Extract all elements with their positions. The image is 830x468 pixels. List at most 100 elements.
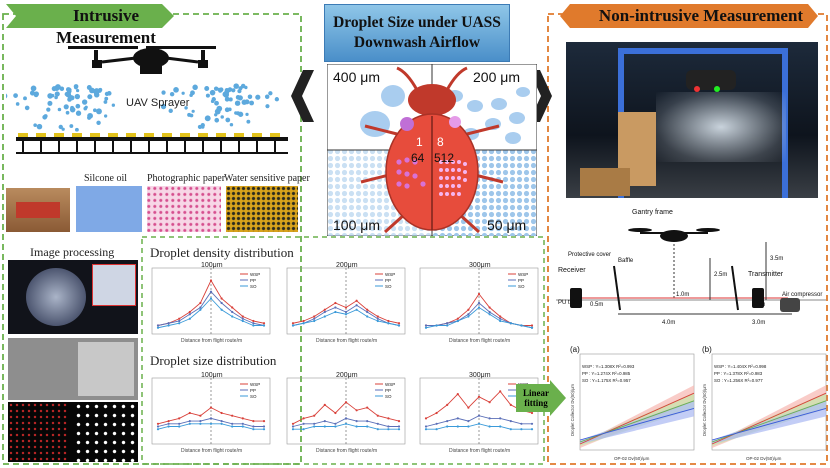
- series-point: [456, 393, 459, 396]
- series-point: [334, 301, 337, 305]
- series-point: [178, 425, 181, 428]
- series-point: [323, 425, 326, 428]
- card-label-wsp: Water sensitive paper: [224, 173, 310, 184]
- series-point: [302, 322, 305, 325]
- spray-droplet: [24, 105, 30, 111]
- series-point: [376, 315, 379, 318]
- series-point: [376, 422, 379, 425]
- series-point: [291, 428, 295, 431]
- fit-line: [579, 407, 695, 441]
- series-point: [376, 317, 379, 320]
- regression-panel-2: (b) WSP : Y=1.404X R²=0.998 PP : Y=1.378X …: [702, 345, 827, 461]
- spray-droplet: [87, 94, 93, 100]
- fit-equation: WSP : Y=1.308X R²=0.993: [582, 364, 635, 369]
- receiver-label: Receiver: [558, 267, 586, 274]
- series-point: [291, 322, 295, 325]
- spray-droplet: [43, 114, 48, 119]
- series-point: [488, 417, 491, 420]
- count-8: 8: [437, 135, 444, 149]
- series-point: [424, 417, 428, 420]
- regression-ylabel: Droplet Collector Dv(50)/μm: [702, 384, 707, 436]
- series-point: [397, 425, 401, 428]
- series-point: [167, 324, 170, 327]
- series-point: [530, 422, 534, 425]
- panel-label: 300μm: [469, 262, 491, 269]
- petri-dish-image: [8, 260, 138, 334]
- series-point: [488, 306, 491, 309]
- fit-equation: SO : Y=1.175X R²=0.957: [582, 378, 631, 383]
- series-point: [220, 297, 223, 300]
- series-point: [188, 317, 191, 320]
- series-point: [302, 319, 305, 323]
- series-point: [291, 324, 295, 327]
- spray-droplet: [224, 107, 230, 113]
- collector-photo: [6, 188, 70, 232]
- series-point: [467, 425, 470, 428]
- series-point: [456, 425, 459, 428]
- charts-frame: [141, 236, 545, 465]
- series-point: [376, 414, 379, 417]
- spray-droplet: [92, 108, 97, 113]
- series-point: [499, 417, 502, 420]
- series-point: [446, 322, 449, 325]
- spray-droplet: [30, 85, 37, 92]
- series-point: [302, 417, 305, 420]
- series-point: [366, 315, 369, 318]
- series-point: [156, 422, 160, 425]
- series-point: [499, 319, 502, 323]
- series-point: [199, 301, 202, 305]
- collector-post: [94, 141, 96, 152]
- spray-droplet: [241, 99, 247, 105]
- spray-droplet: [54, 91, 60, 97]
- spray-droplet: [59, 86, 65, 91]
- series-point: [344, 401, 348, 404]
- series-point: [477, 422, 481, 425]
- count-512: 512: [434, 151, 454, 165]
- series-point: [167, 422, 170, 425]
- dim-4-0m: 4.0m: [662, 320, 675, 326]
- spray-droplet: [58, 124, 63, 130]
- series-point: [178, 317, 181, 320]
- x-axis-label: Distance from flight route/m: [449, 338, 510, 344]
- spray-droplet: [268, 91, 273, 96]
- series-point: [477, 292, 481, 296]
- collector-post: [184, 141, 186, 152]
- series-point: [241, 422, 244, 425]
- regression-xlabel: OP-02 Dv(50)/μm: [746, 456, 782, 461]
- spray-droplet: [54, 95, 58, 100]
- series-point: [262, 420, 266, 423]
- series-point: [435, 422, 438, 425]
- dim-3-0m: 3.0m: [752, 320, 765, 326]
- x-axis-label: Distance from flight route/m: [316, 448, 377, 454]
- collector-card: [180, 133, 190, 137]
- series-point: [499, 317, 502, 320]
- series-point: [156, 428, 160, 431]
- spray-droplet: [57, 107, 62, 112]
- spray-droplet: [74, 85, 78, 90]
- spray-droplet: [74, 93, 81, 100]
- spray-droplet: [228, 97, 233, 102]
- series-point: [355, 420, 358, 423]
- spray-droplet: [209, 89, 216, 96]
- spray-droplet: [238, 111, 244, 117]
- binary-processing-image: [8, 402, 138, 462]
- fit-equation: PP : Y=1.378X R²=0.983: [714, 371, 763, 376]
- spray-droplet: [104, 96, 109, 101]
- spray-droplet: [240, 83, 246, 89]
- right-frame: [547, 13, 828, 465]
- series-point: [167, 322, 170, 325]
- series-point: [376, 428, 379, 431]
- x-axis-label: Distance from flight route/m: [449, 448, 510, 454]
- spray-droplet: [225, 91, 229, 95]
- left-header-arrow: [6, 4, 174, 28]
- series-point: [397, 324, 401, 327]
- series-point: [167, 425, 170, 428]
- right-header-title: Non-intrusive Measurement: [598, 6, 804, 25]
- spray-droplet: [233, 83, 239, 89]
- spray-droplet: [86, 85, 92, 90]
- collector-post: [112, 141, 114, 152]
- spray-droplet: [197, 124, 202, 129]
